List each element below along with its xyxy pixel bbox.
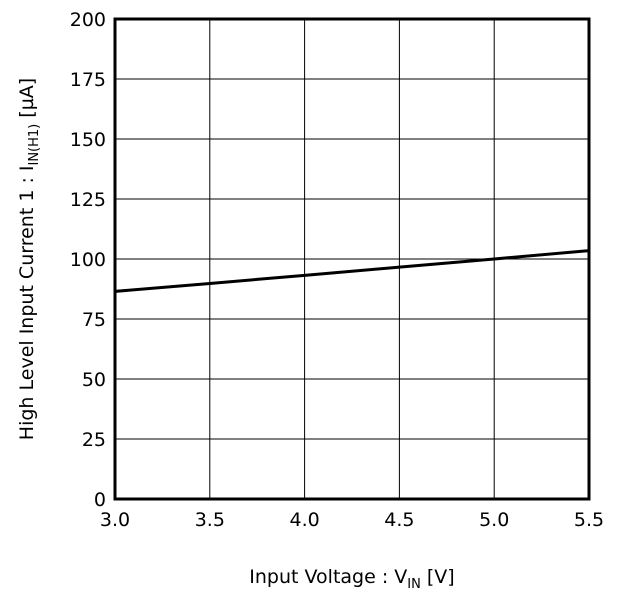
x-axis-label-subscript: IN — [407, 577, 421, 592]
x-tick-label: 5.0 — [479, 509, 509, 531]
y-tick-label: 25 — [82, 429, 106, 451]
y-tick-label: 175 — [70, 69, 106, 91]
x-tick-labels: 3.0 3.5 4.0 4.5 5.0 5.5 — [100, 509, 604, 531]
series-line — [114, 249, 590, 293]
y-tick-label: 75 — [82, 309, 106, 331]
plot-frame — [113, 17, 591, 501]
series-group — [114, 249, 590, 293]
y-tick-label: 50 — [82, 369, 106, 391]
x-tick-label: 3.5 — [195, 509, 225, 531]
y-axis-label: High Level Input Current 1 : IIN(H1) [µA… — [16, 78, 42, 440]
y-tick-label: 125 — [70, 189, 106, 211]
x-axis-label: Input Voltage : VIN [V] — [249, 566, 454, 592]
x-tick-label: 4.0 — [289, 509, 319, 531]
x-axis-label-unit: [V] — [421, 566, 455, 588]
x-tick-label: 5.5 — [574, 509, 604, 531]
y-tick-label: 200 — [70, 9, 106, 31]
gridlines — [114, 18, 590, 500]
y-tick-label: 100 — [70, 249, 106, 271]
x-axis-label-main: Input Voltage : V — [249, 566, 407, 588]
y-tick-label: 0 — [94, 489, 106, 511]
y-tick-labels: 0 25 50 75 100 125 150 175 200 — [70, 9, 106, 511]
x-tick-label: 3.0 — [100, 509, 130, 531]
y-axis-label-unit: [µA] — [16, 78, 38, 124]
x-tick-label: 4.5 — [384, 509, 414, 531]
y-axis-label-main: High Level Input Current 1 : I — [16, 165, 38, 440]
y-axis-label-subscript: IN(H1) — [27, 124, 42, 166]
y-tick-label: 150 — [70, 129, 106, 151]
